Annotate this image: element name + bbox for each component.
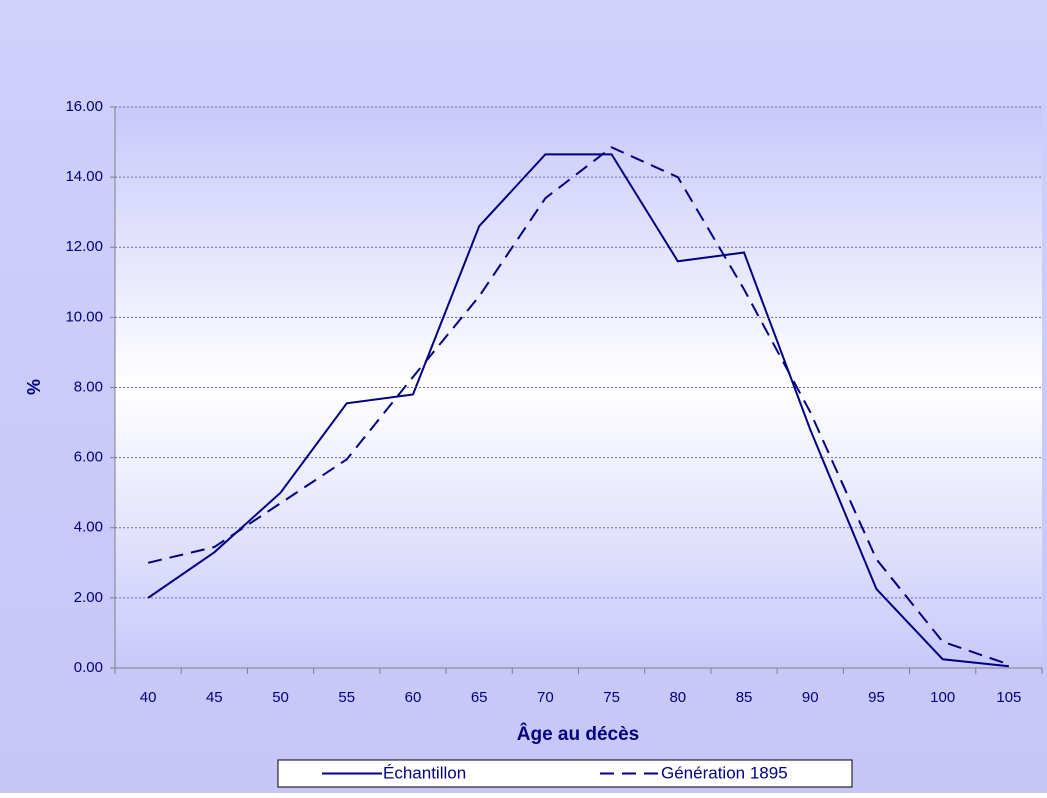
x-tick-label: 55 [338, 689, 355, 706]
legend: Échantillon Génération 1895 [277, 759, 853, 788]
y-tick-label: 14.00 [65, 168, 103, 185]
y-tick-label: 6.00 [74, 449, 103, 466]
series-line [147, 146, 1010, 666]
y-tick-label: 16.00 [65, 98, 103, 115]
x-tick-label: 70 [537, 689, 554, 706]
legend-label: Échantillon [383, 763, 466, 782]
y-tick-label: 10.00 [65, 308, 103, 325]
x-tick-label: 95 [868, 689, 885, 706]
x-tick-label: 45 [206, 689, 223, 706]
y-tick-label: 12.00 [65, 238, 103, 255]
y-tick-label: 4.00 [74, 519, 103, 536]
x-tick-label: 90 [802, 689, 819, 706]
y-axis-title: % [24, 379, 44, 395]
series-line [147, 153, 1009, 668]
x-tick-label: 40 [140, 689, 157, 706]
x-tick-label: 50 [272, 689, 289, 706]
y-tick-label: 8.00 [74, 378, 103, 395]
legend-label: Génération 1895 [661, 763, 788, 782]
x-axis-title: Âge au décès [517, 723, 640, 745]
x-tick-label: 60 [405, 689, 422, 706]
x-tick-label: 75 [603, 689, 620, 706]
plot-area [115, 107, 1042, 668]
x-tick-label: 85 [736, 689, 753, 706]
x-tick-label: 80 [669, 689, 686, 706]
x-tick-label: 65 [471, 689, 488, 706]
x-tick-label: 105 [996, 689, 1021, 706]
y-tick-label: 0.00 [74, 659, 103, 676]
y-tick-label: 2.00 [74, 589, 103, 606]
x-tick-label: 100 [930, 689, 955, 706]
